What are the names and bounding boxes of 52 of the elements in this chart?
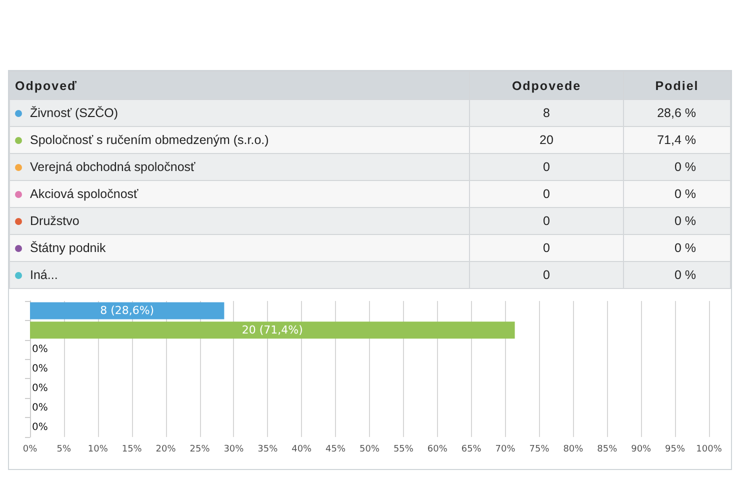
x-tick-label: 45% [326,444,346,454]
data-label: 0% [32,422,48,433]
legend-label: Živnosť (SZČO) [10,100,470,126]
x-tick-label: 100% [696,444,722,454]
x-tick-label: 60% [427,444,448,454]
x-tick-label: 30% [224,444,244,454]
x-tick-label: 70% [495,444,516,454]
legend-label: Iná... [10,262,470,288]
x-tick-label: 65% [461,444,482,454]
data-label: 0% [32,364,48,374]
text: 0 [470,180,624,208]
text: 0 % [624,262,730,288]
legend-label: Verejná obchodná spoločnosť [10,154,470,180]
data-label: 0% [32,382,48,394]
text: 0 [470,262,624,288]
x-tick-label: 95% [665,444,686,454]
legend-label: Štátny podnik [10,234,470,262]
x-tick-label: 90% [631,444,652,454]
text: 0 [470,234,624,262]
x-tick-label: 80% [563,444,584,454]
text: 20 [470,126,624,154]
x-tick-label: 55% [393,444,414,454]
legend-label: Spoločnosť s ručením obmedzeným (s.r.o.) [10,126,470,154]
text: 0 % [624,154,730,180]
text: 0 % [624,234,730,262]
text: 28,6 % [624,100,730,126]
x-tick-label: 25% [190,444,210,454]
data-label: 8 (28,6%) [100,304,154,318]
x-tick-label: 75% [529,444,550,454]
text: Odpoveď [10,72,470,100]
x-tick-label: 15% [122,444,142,454]
x-tick-label: 10% [88,444,108,454]
x-tick-label: 5% [56,444,72,454]
text: 8 [470,100,624,126]
x-tick-label: 40% [292,444,312,454]
x-tick-label: 35% [258,444,278,454]
data-label: 0% [32,344,48,356]
text: 0 [470,208,624,234]
text: 0 [470,154,624,180]
text: Podiel [624,72,730,100]
x-tick-label: 20% [156,444,176,454]
text: Odpovede [470,72,624,100]
legend-label: Družstvo [10,208,470,234]
text: 0 % [624,208,730,234]
data-label: 0% [32,402,48,414]
text: 71,4 % [624,126,730,154]
x-tick-label: 0% [22,444,38,454]
x-tick-label: 85% [597,444,618,454]
x-tick-label: 50% [359,444,380,454]
text: 0 % [624,180,730,208]
data-label: 20 (71,4%) [242,324,303,337]
legend-label: Akciová spoločnosť [10,180,470,208]
